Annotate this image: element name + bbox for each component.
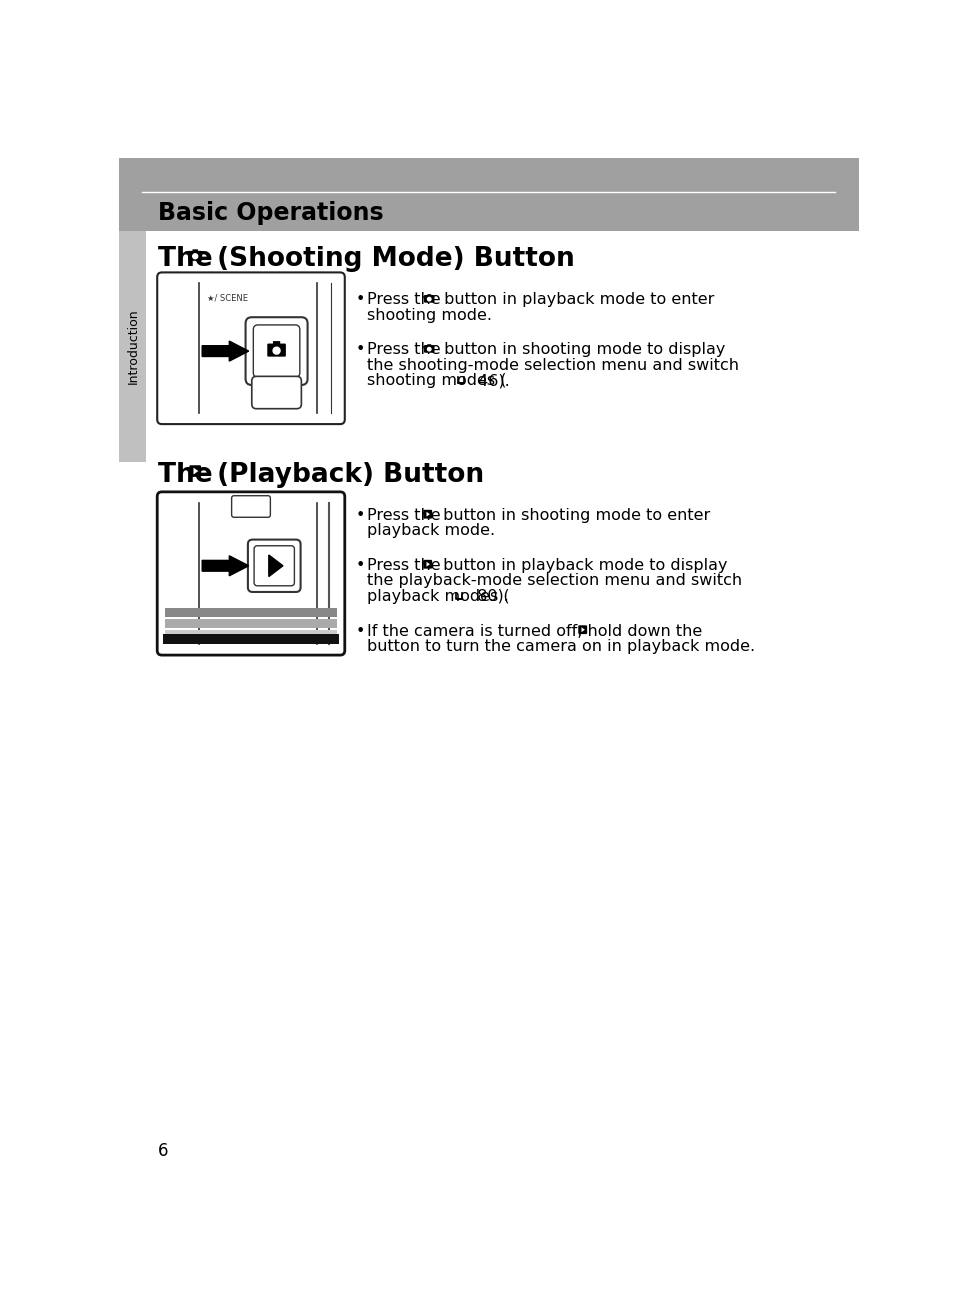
FancyBboxPatch shape bbox=[578, 625, 586, 635]
Polygon shape bbox=[426, 511, 430, 516]
Circle shape bbox=[427, 297, 431, 301]
Bar bbox=[119, 158, 858, 231]
Text: •: • bbox=[355, 293, 370, 307]
FancyBboxPatch shape bbox=[189, 465, 201, 477]
FancyBboxPatch shape bbox=[253, 545, 294, 586]
Text: the shooting-mode selection menu and switch: the shooting-mode selection menu and swi… bbox=[367, 357, 739, 373]
FancyBboxPatch shape bbox=[253, 325, 299, 377]
Text: shooting modes (: shooting modes ( bbox=[367, 373, 506, 388]
FancyBboxPatch shape bbox=[188, 251, 202, 261]
Text: •: • bbox=[355, 558, 370, 573]
FancyBboxPatch shape bbox=[248, 540, 300, 593]
Text: If the camera is turned off, hold down the: If the camera is turned off, hold down t… bbox=[367, 624, 707, 639]
Text: Basic Operations: Basic Operations bbox=[158, 201, 383, 225]
Bar bbox=[165, 629, 336, 639]
Bar bbox=[165, 619, 336, 628]
Text: The: The bbox=[158, 461, 221, 487]
Polygon shape bbox=[581, 627, 584, 632]
Text: 80).: 80). bbox=[472, 589, 508, 604]
Circle shape bbox=[273, 347, 280, 353]
FancyBboxPatch shape bbox=[273, 342, 280, 346]
Text: button in playback mode to display: button in playback mode to display bbox=[437, 558, 726, 573]
Text: shooting mode.: shooting mode. bbox=[367, 307, 492, 323]
Text: (Playback) Button: (Playback) Button bbox=[208, 461, 484, 487]
Polygon shape bbox=[269, 555, 283, 577]
Circle shape bbox=[193, 254, 197, 259]
Text: playback mode.: playback mode. bbox=[367, 523, 495, 539]
FancyBboxPatch shape bbox=[427, 344, 431, 347]
Text: button in shooting mode to enter: button in shooting mode to enter bbox=[437, 509, 709, 523]
FancyBboxPatch shape bbox=[423, 346, 434, 352]
FancyBboxPatch shape bbox=[267, 343, 286, 356]
Polygon shape bbox=[193, 468, 198, 474]
Text: button in shooting mode to display: button in shooting mode to display bbox=[438, 343, 724, 357]
FancyBboxPatch shape bbox=[157, 491, 344, 656]
Polygon shape bbox=[202, 342, 249, 361]
Text: Press the: Press the bbox=[367, 343, 446, 357]
Circle shape bbox=[427, 347, 431, 351]
Text: button in playback mode to enter: button in playback mode to enter bbox=[438, 293, 713, 307]
Bar bbox=[119, 231, 146, 461]
FancyBboxPatch shape bbox=[252, 376, 301, 409]
Text: •: • bbox=[355, 509, 370, 523]
Polygon shape bbox=[426, 562, 430, 566]
Text: The: The bbox=[158, 246, 221, 272]
FancyBboxPatch shape bbox=[423, 296, 434, 302]
Bar bbox=[163, 633, 338, 644]
FancyBboxPatch shape bbox=[423, 510, 432, 519]
Text: •: • bbox=[355, 624, 370, 639]
Text: ★/ SCENE: ★/ SCENE bbox=[207, 294, 248, 304]
Text: Introduction: Introduction bbox=[126, 309, 139, 384]
Text: button to turn the camera on in playback mode.: button to turn the camera on in playback… bbox=[367, 639, 755, 654]
Text: 6: 6 bbox=[158, 1142, 169, 1160]
Text: Press the: Press the bbox=[367, 509, 446, 523]
Polygon shape bbox=[202, 556, 249, 576]
FancyBboxPatch shape bbox=[232, 495, 270, 518]
FancyBboxPatch shape bbox=[157, 272, 344, 424]
Text: •: • bbox=[355, 343, 370, 357]
Text: Press the: Press the bbox=[367, 293, 446, 307]
FancyBboxPatch shape bbox=[427, 294, 431, 297]
FancyBboxPatch shape bbox=[423, 560, 432, 569]
FancyBboxPatch shape bbox=[193, 250, 197, 252]
Text: (Shooting Mode) Button: (Shooting Mode) Button bbox=[208, 246, 574, 272]
FancyBboxPatch shape bbox=[245, 317, 307, 385]
Text: playback modes (: playback modes ( bbox=[367, 589, 509, 604]
Bar bbox=[165, 608, 336, 618]
Text: the playback-mode selection menu and switch: the playback-mode selection menu and swi… bbox=[367, 573, 741, 589]
Text: 46).: 46). bbox=[473, 373, 510, 388]
Text: Press the: Press the bbox=[367, 558, 446, 573]
